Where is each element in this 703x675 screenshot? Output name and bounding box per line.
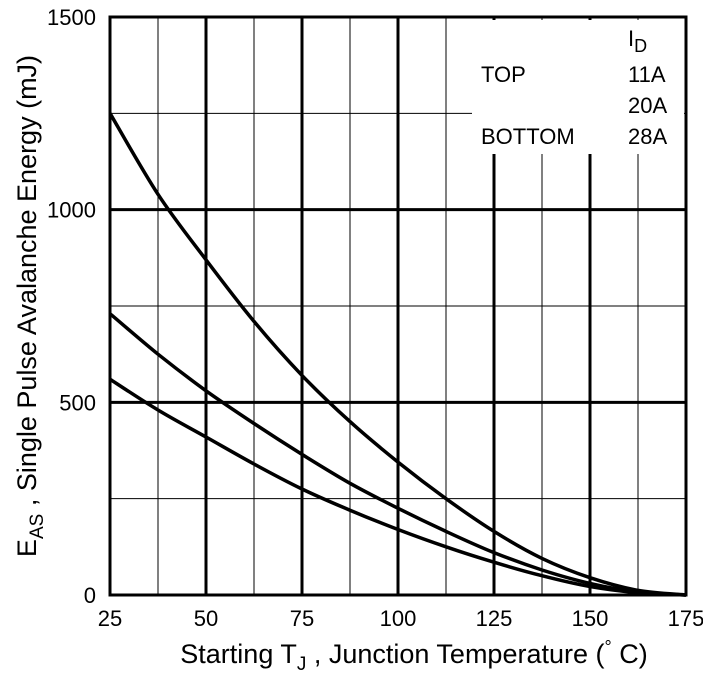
x-axis-label-prefix: Starting T — [180, 639, 297, 669]
legend-label: TOP — [481, 62, 526, 87]
legend-header-prefix: I — [628, 26, 634, 51]
legend-header-subscript: D — [634, 36, 647, 56]
y-axis-label-subscript: AS — [27, 514, 48, 539]
x-axis-label-unit: C) — [612, 639, 648, 669]
y-tick-label: 1500 — [47, 5, 96, 30]
curves — [108, 112, 687, 597]
degree-symbol: ° — [605, 637, 612, 657]
x-tick-label: 75 — [290, 606, 314, 631]
legend-box — [472, 20, 684, 154]
x-tick-label: 175 — [668, 606, 703, 631]
y-axis-label-prefix: E — [12, 539, 42, 557]
x-tick-labels: 25 50 75 100 125 150 175 — [98, 606, 703, 631]
legend-value: 11A — [628, 62, 666, 87]
x-axis-label-subscript: J — [297, 654, 307, 675]
y-tick-labels: 0 500 1000 1500 — [47, 5, 96, 608]
y-tick-label: 1000 — [47, 198, 96, 223]
curve-20A — [108, 312, 687, 597]
y-tick-label: 500 — [59, 390, 96, 415]
legend-value: 20A — [628, 93, 667, 118]
y-tick-label: 0 — [84, 583, 96, 608]
legend-value: 28A — [628, 124, 667, 149]
legend: ID TOP 11A 20A BOTTOM 28A — [472, 20, 684, 154]
x-tick-label: 150 — [572, 606, 609, 631]
y-axis-label: EAS , Single Pulse Avalanche Energy (mJ) — [12, 55, 48, 557]
x-tick-label: 125 — [476, 606, 513, 631]
x-tick-label: 100 — [380, 606, 417, 631]
y-axis-label-suffix: , Single Pulse Avalanche Energy (mJ) — [12, 55, 42, 514]
legend-header: ID — [628, 26, 647, 56]
x-axis-label: Starting TJ , Junction Temperature (° C) — [180, 637, 647, 675]
x-tick-label: 25 — [98, 606, 122, 631]
plot-frame — [108, 15, 688, 597]
curve-11A — [108, 112, 687, 597]
x-tick-label: 50 — [194, 606, 218, 631]
x-axis-label-suffix: , Junction Temperature ( — [306, 639, 604, 669]
curve-28A — [109, 377, 687, 597]
legend-label: BOTTOM — [481, 124, 575, 149]
